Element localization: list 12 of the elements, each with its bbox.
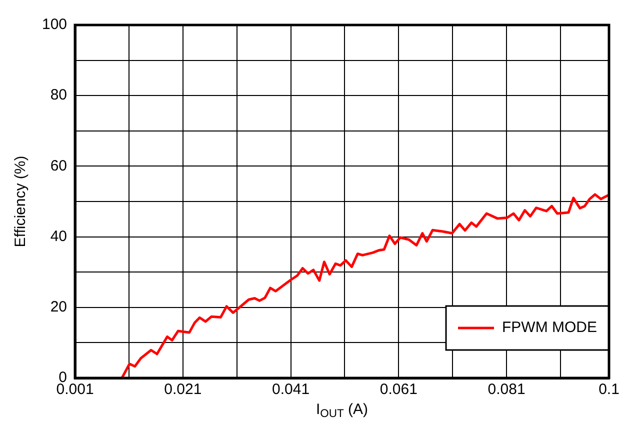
x-tick-label: 0.021 bbox=[164, 381, 202, 398]
y-tick-label: 40 bbox=[50, 228, 68, 245]
legend-label: FPWM MODE bbox=[502, 319, 598, 336]
y-tick-label: 80 bbox=[50, 86, 68, 104]
y-tick-label: 60 bbox=[50, 157, 68, 174]
x-tick-label: 0.081 bbox=[488, 381, 526, 398]
y-tick-label: 20 bbox=[50, 298, 68, 316]
x-tick-label: 0.041 bbox=[272, 381, 310, 398]
y-tick-label: 100 bbox=[42, 16, 68, 34]
y-axis-title: Efficiency (%) bbox=[12, 156, 30, 248]
x-tick-label: 0.1 bbox=[598, 381, 620, 398]
x-tick-label: 0.061 bbox=[380, 381, 418, 398]
